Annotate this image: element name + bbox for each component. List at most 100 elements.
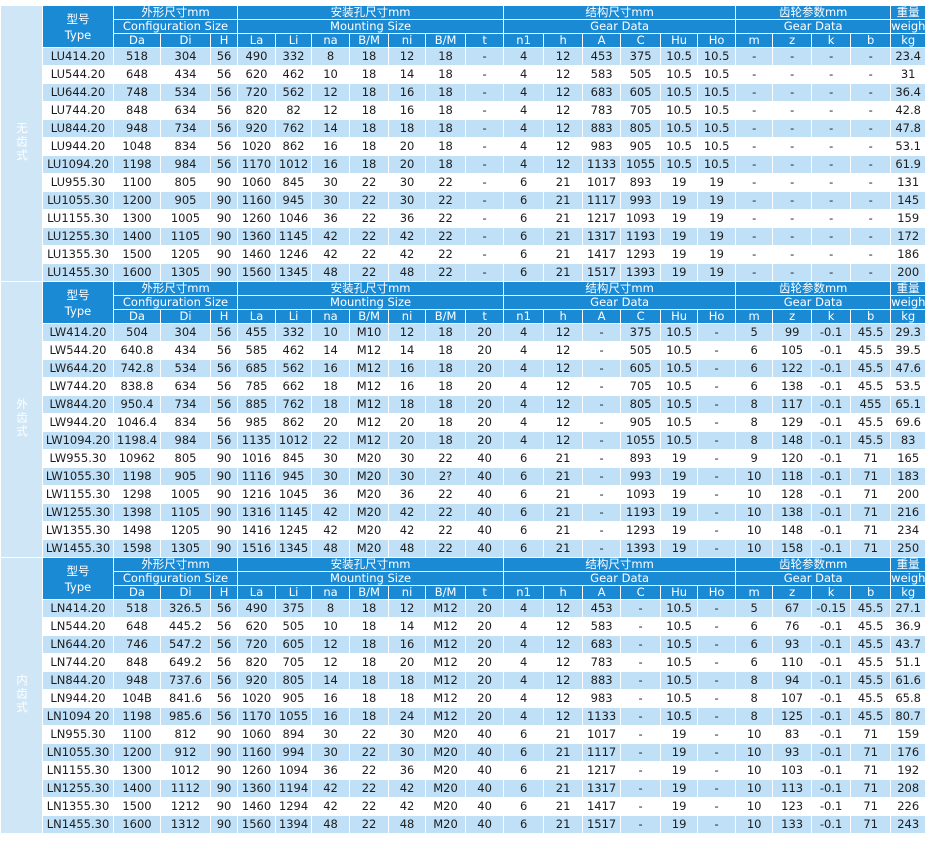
group-header-en: Mounting Size (237, 295, 505, 310)
table-row: LU955.30 1100 805 90 1060 845 30 22 30 22-6 21 1017… (1, 173, 927, 192)
value-cell: 90 (209, 779, 239, 798)
column-header: A (582, 309, 622, 324)
column-header: Hu (660, 33, 699, 48)
column-header: La (237, 33, 277, 48)
value-cell: 40 (465, 539, 505, 558)
value-cell: 894 (275, 725, 313, 744)
value-cell: 534 (160, 83, 211, 102)
value-cell: 1400 (113, 779, 161, 798)
value-cell: 14 (388, 341, 427, 360)
value-cell: - (465, 47, 505, 66)
value-cell: 1516 (237, 539, 277, 558)
value-cell: 71 (850, 797, 892, 816)
value-cell: 945 (275, 191, 313, 210)
value-cell: - (772, 65, 813, 84)
value-cell: 1460 (237, 245, 277, 264)
value-cell: M12 (425, 653, 467, 672)
value-cell: 53.1 (890, 137, 927, 156)
value-cell: 30 (311, 173, 351, 192)
value-cell: 45.5 (850, 707, 892, 726)
table-row: LN1355.30 1500 1212 90 1460 1294 42 22 42 M20 40 6 2… (1, 797, 927, 816)
table-row: LW1055.30 1198 905 90 1116 945 30 M20 30 2? 40 6 21-… (1, 467, 927, 486)
column-header: Da (113, 33, 161, 48)
value-cell: 8 (311, 599, 351, 618)
value-cell: 48 (311, 263, 351, 282)
value-cell: 1600 (113, 815, 161, 834)
value-cell: 30 (388, 173, 427, 192)
value-cell: 662 (275, 377, 313, 396)
section-label-text: 外齿式 (15, 397, 29, 439)
value-cell: 748 (113, 83, 161, 102)
value-cell: 30 (388, 467, 427, 486)
value-cell: - (620, 779, 662, 798)
column-header: na (311, 309, 351, 324)
value-cell: 21 (543, 263, 584, 282)
value-cell: 1145 (275, 227, 313, 246)
value-cell: 18 (349, 47, 390, 66)
value-cell: 20 (388, 653, 427, 672)
value-cell: 19 (697, 245, 737, 264)
value-cell: - (735, 209, 774, 228)
group-header-zh: 安装孔尺寸mm (237, 281, 505, 296)
column-header: A (582, 585, 622, 600)
column-header: h (543, 585, 584, 600)
value-cell: 820 (237, 653, 277, 672)
column-header: t (465, 585, 505, 600)
value-cell: 983 (582, 137, 622, 156)
value-cell: 19 (660, 815, 699, 834)
column-header: H (209, 33, 239, 48)
value-cell: 462 (275, 65, 313, 84)
value-cell: - (772, 155, 813, 174)
type-header-en: Type (64, 579, 92, 594)
column-header: B/M (425, 309, 467, 324)
value-cell: 19 (660, 173, 699, 192)
value-cell: 10.5 (660, 65, 699, 84)
value-cell: 1060 (237, 725, 277, 744)
value-cell: - (582, 503, 622, 522)
value-cell: - (811, 209, 852, 228)
column-header: t (465, 33, 505, 48)
value-cell: 56 (209, 155, 239, 174)
value-cell: 19 (697, 173, 737, 192)
value-cell: 12 (543, 155, 584, 174)
value-cell: 21 (543, 743, 584, 762)
value-cell: - (735, 227, 774, 246)
value-cell: 1300 (113, 761, 161, 780)
value-cell: 562 (275, 359, 313, 378)
value-cell: 19 (697, 209, 737, 228)
value-cell: 518 (113, 47, 161, 66)
value-cell: 304 (160, 323, 211, 342)
model-cell: LN544.20 (42, 617, 114, 636)
value-cell: 18 (349, 671, 390, 690)
value-cell: 1260 (237, 209, 277, 228)
value-cell: 10.5 (697, 155, 737, 174)
value-cell: 45.5 (850, 413, 892, 432)
value-cell: - (735, 191, 774, 210)
value-cell: 1312 (160, 815, 211, 834)
value-cell: - (465, 137, 505, 156)
value-cell: 6 (503, 779, 545, 798)
value-cell: 90 (209, 467, 239, 486)
value-cell: 216 (890, 503, 927, 522)
value-cell: 71 (850, 521, 892, 540)
value-cell: 90 (209, 743, 239, 762)
value-cell: - (772, 209, 813, 228)
value-cell: 24 (388, 707, 427, 726)
value-cell: 22 (425, 449, 467, 468)
model-cell: LW955.30 (42, 449, 114, 468)
value-cell: 90 (209, 503, 239, 522)
value-cell: - (772, 119, 813, 138)
value-cell: 10.5 (660, 671, 699, 690)
value-cell: 31 (890, 65, 927, 84)
value-cell: 40 (465, 797, 505, 816)
value-cell: 40 (465, 485, 505, 504)
value-cell: 43.7 (890, 635, 927, 654)
value-cell: 12 (543, 653, 584, 672)
value-cell: 10.5 (660, 617, 699, 636)
value-cell: 18 (425, 359, 467, 378)
value-cell: 22 (349, 725, 390, 744)
value-cell: 42 (388, 779, 427, 798)
value-cell: 8 (735, 413, 774, 432)
value-cell: 920 (237, 671, 277, 690)
value-cell: 734 (160, 395, 211, 414)
